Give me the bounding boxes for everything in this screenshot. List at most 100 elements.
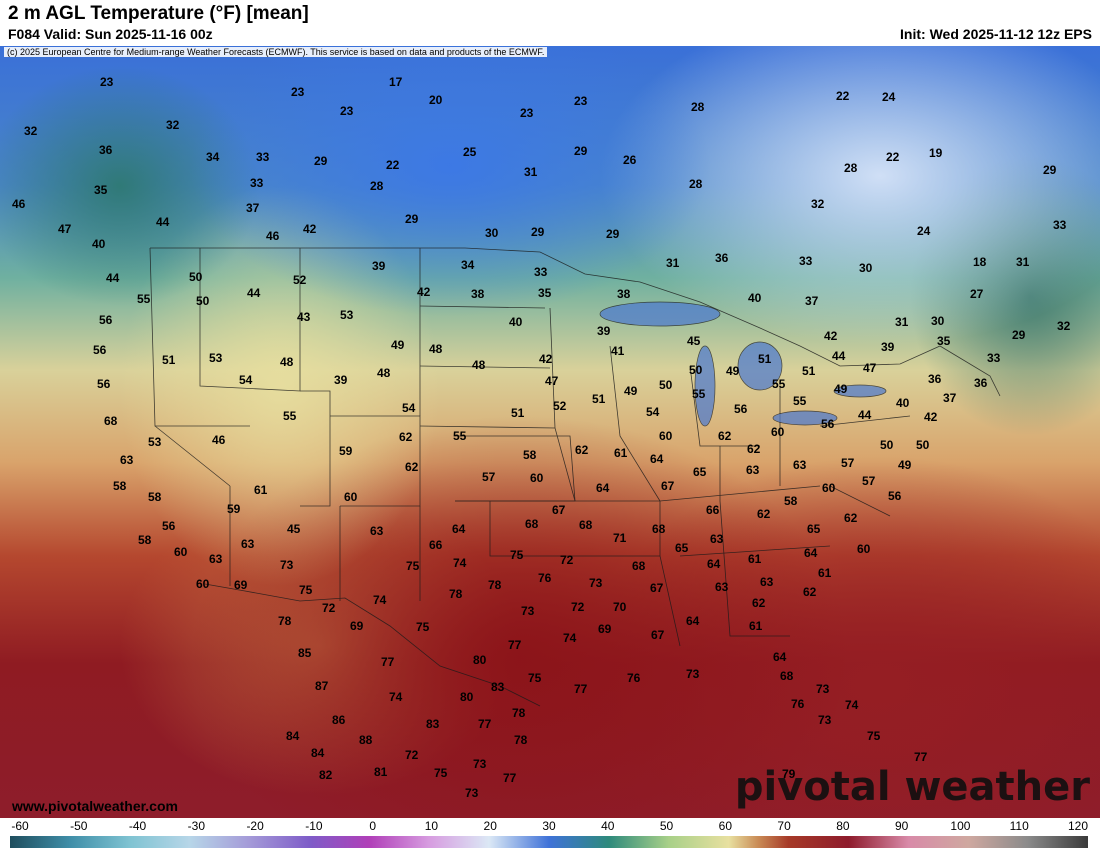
- map-title: 2 m AGL Temperature (°F) [mean]: [8, 3, 309, 24]
- temperature-label: 46: [212, 433, 226, 447]
- temperature-label: 67: [651, 628, 665, 642]
- temperature-label: 60: [196, 577, 210, 591]
- temperature-label: 85: [298, 646, 312, 660]
- temperature-label: 56: [821, 417, 835, 431]
- temperature-label: 22: [386, 158, 400, 172]
- temperature-label: 58: [784, 494, 798, 508]
- temperature-label: 26: [623, 153, 637, 167]
- temperature-label: 58: [523, 448, 537, 462]
- temperature-label: 73: [589, 576, 603, 590]
- temperature-label: 40: [748, 291, 762, 305]
- temperature-label: 69: [234, 578, 248, 592]
- temperature-label: 74: [845, 698, 859, 712]
- temperature-label: 68: [632, 559, 646, 573]
- temperature-label: 59: [227, 502, 241, 516]
- temperature-label: 23: [100, 75, 114, 89]
- temperature-label: 28: [689, 177, 703, 191]
- lake-ontario: [833, 384, 887, 398]
- temperature-label: 75: [299, 583, 313, 597]
- temperature-label: 51: [802, 364, 816, 378]
- temperature-label: 72: [571, 600, 585, 614]
- temperature-label: 68: [652, 522, 666, 536]
- temperature-label: 50: [659, 378, 673, 392]
- temperature-label: 37: [805, 294, 819, 308]
- lake-michigan: [694, 345, 716, 427]
- temperature-label: 57: [862, 474, 876, 488]
- temperature-label: 40: [509, 315, 523, 329]
- lake-huron: [737, 341, 783, 391]
- temperature-label: 31: [895, 315, 909, 329]
- temperature-label: 65: [693, 465, 707, 479]
- temperature-label: 48: [377, 366, 391, 380]
- temperature-label: 48: [429, 342, 443, 356]
- colorbar-tick-labels: -60 -50 -40 -30 -20 -10 0 10 20 30 40 50 60 70 80 90 100…: [0, 819, 1100, 834]
- temperature-label: 72: [405, 748, 419, 762]
- colorbar-tick: 70: [777, 819, 791, 833]
- temperature-label: 39: [597, 324, 611, 338]
- temperature-label: 77: [574, 682, 588, 696]
- us-mexico-border: [204, 583, 541, 707]
- temperature-label: 35: [538, 286, 552, 300]
- temperature-label: 63: [370, 524, 384, 538]
- colorbar-tick: -10: [305, 819, 323, 833]
- copyright-notice: (c) 2025 European Centre for Medium-rang…: [4, 47, 548, 57]
- temperature-label: 77: [478, 717, 492, 731]
- temperature-label: 28: [370, 179, 384, 193]
- temperature-label: 52: [553, 399, 567, 413]
- colorbar-tick: 80: [836, 819, 850, 833]
- temperature-label: 68: [525, 517, 539, 531]
- temperature-label: 63: [710, 532, 724, 546]
- temperature-label: 79: [782, 767, 796, 781]
- temperature-label: 67: [650, 581, 664, 595]
- temperature-label: 76: [791, 697, 805, 711]
- website-credit[interactable]: www.pivotalweather.com: [12, 798, 178, 814]
- temperature-label: 49: [726, 364, 740, 378]
- temperature-label: 77: [914, 750, 928, 764]
- temperature-label: 36: [715, 251, 729, 265]
- temperature-label: 30: [859, 261, 873, 275]
- temperature-label: 50: [196, 294, 210, 308]
- temperature-label: 42: [539, 352, 553, 366]
- temperature-label: 66: [429, 538, 443, 552]
- temperature-label: 30: [485, 226, 499, 240]
- temperature-label: 46: [266, 229, 280, 243]
- temperature-label: 64: [773, 650, 787, 664]
- temperature-label: 50: [880, 438, 894, 452]
- temperature-label: 80: [473, 653, 487, 667]
- temperature-label: 60: [344, 490, 358, 504]
- temperature-label: 62: [747, 442, 761, 456]
- temperature-label: 63: [793, 458, 807, 472]
- colorbar-tick: 110: [1009, 819, 1029, 833]
- temperature-label: 25: [463, 145, 477, 159]
- temperature-label: 28: [844, 161, 858, 175]
- temperature-label: 58: [148, 490, 162, 504]
- temperature-label: 61: [749, 619, 763, 633]
- temperature-label: 42: [303, 222, 317, 236]
- colorbar-tick: 100: [950, 819, 971, 833]
- temperature-map[interactable]: (c) 2025 European Centre for Medium-rang…: [0, 46, 1100, 818]
- temperature-label: 51: [758, 352, 772, 366]
- temperature-label: 60: [530, 471, 544, 485]
- temperature-label: 86: [332, 713, 346, 727]
- temperature-label: 75: [434, 766, 448, 780]
- temperature-label: 55: [793, 394, 807, 408]
- temperature-label: 60: [659, 429, 673, 443]
- temperature-label: 36: [99, 143, 113, 157]
- temperature-label: 55: [137, 292, 151, 306]
- temperature-label: 34: [461, 258, 475, 272]
- temperature-label: 51: [592, 392, 606, 406]
- temperature-label: 57: [841, 456, 855, 470]
- temperature-label: 62: [752, 596, 766, 610]
- temperature-label: 73: [686, 667, 700, 681]
- temperature-label: 68: [579, 518, 593, 532]
- colorbar-tick: 120: [1067, 819, 1089, 833]
- temperature-label: 63: [241, 537, 255, 551]
- temperature-label: 83: [491, 680, 505, 694]
- temperature-label: 36: [974, 376, 988, 390]
- temperature-label: 73: [465, 786, 479, 800]
- colorbar-tick: 50: [659, 819, 674, 833]
- lake-erie: [772, 410, 838, 426]
- colorbar-tick: 60: [718, 819, 733, 833]
- temperature-label: 53: [209, 351, 223, 365]
- temperature-label: 82: [319, 768, 333, 782]
